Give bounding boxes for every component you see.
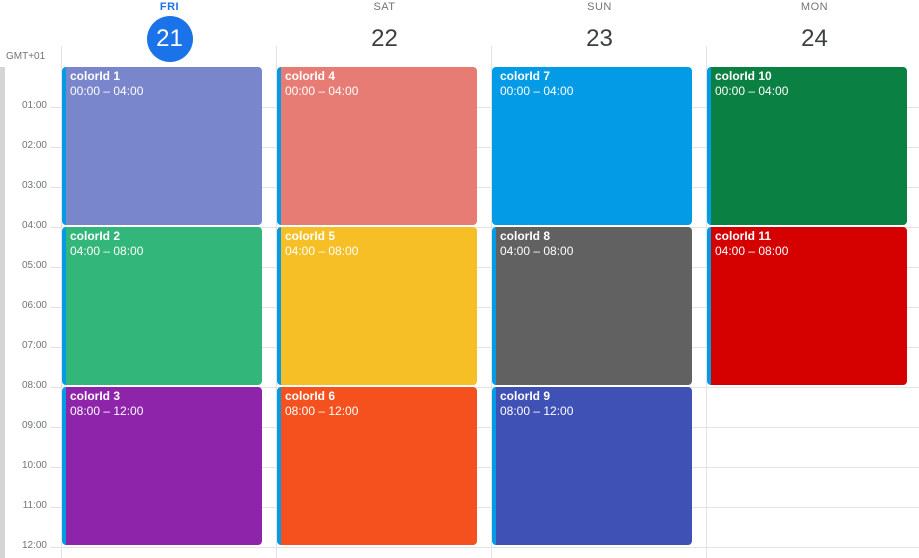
event-time: 04:00 – 08:00	[285, 244, 359, 258]
day-header-sat[interactable]: SAT 22	[277, 0, 492, 66]
column-divider	[61, 46, 62, 558]
hour-gridline	[50, 227, 919, 228]
event-time: 00:00 – 04:00	[715, 84, 789, 98]
event-title: colorId 10	[715, 69, 772, 83]
day-header-mon[interactable]: MON 24	[707, 0, 919, 66]
event-title: colorId 2	[70, 229, 121, 243]
day-header-sun[interactable]: SUN 23	[492, 0, 707, 66]
event-colorid-6[interactable]: colorId 6 08:00 – 12:00	[277, 387, 477, 545]
day-name: SUN	[587, 1, 612, 13]
event-title: colorId 3	[70, 389, 121, 403]
event-time: 00:00 – 04:00	[500, 84, 574, 98]
today-date-circle[interactable]: 21	[146, 16, 193, 62]
event-title: colorId 6	[285, 389, 336, 403]
event-title: colorId 11	[715, 229, 772, 243]
event-time: 04:00 – 08:00	[70, 244, 144, 258]
hour-gridline	[50, 267, 919, 268]
event-colorid-8[interactable]: colorId 8 04:00 – 08:00	[492, 227, 692, 385]
day-name: SAT	[373, 1, 396, 13]
time-label: 05:00	[21, 260, 47, 271]
column-divider	[706, 46, 707, 558]
time-label: 08:00	[21, 380, 47, 391]
timezone-label: GMT+01	[6, 51, 46, 62]
hour-gridline	[50, 307, 919, 308]
event-time: 08:00 – 12:00	[500, 404, 574, 418]
day-header-fri[interactable]: FRI 21	[62, 0, 277, 66]
time-label: 01:00	[21, 100, 47, 111]
time-label: 11:00	[22, 500, 47, 511]
event-colorid-3[interactable]: colorId 3 08:00 – 12:00	[62, 387, 262, 545]
time-label: 06:00	[21, 300, 47, 311]
event-colorid-1[interactable]: colorId 1 00:00 – 04:00	[62, 67, 262, 225]
hour-gridline	[50, 147, 919, 148]
hour-gridline	[50, 107, 919, 108]
column-divider	[276, 46, 277, 558]
time-label: 10:00	[21, 460, 47, 471]
time-label: 04:00	[21, 220, 47, 231]
event-title: colorId 4	[285, 69, 336, 83]
event-colorid-7[interactable]: colorId 7 00:00 – 04:00	[492, 67, 692, 225]
day-name: MON	[800, 1, 829, 13]
column-divider	[491, 46, 492, 558]
event-time: 08:00 – 12:00	[285, 404, 359, 418]
event-colorid-11[interactable]: colorId 11 04:00 – 08:00	[707, 227, 907, 385]
hour-gridline	[50, 347, 919, 348]
event-title: colorId 8	[500, 229, 551, 243]
hour-gridline	[50, 507, 919, 508]
event-time: 00:00 – 04:00	[70, 84, 144, 98]
hour-gridline	[50, 467, 919, 468]
time-label: 07:00	[21, 340, 47, 351]
event-colorid-10[interactable]: colorId 10 00:00 – 04:00	[707, 67, 907, 225]
time-label: 12:00	[21, 540, 47, 551]
day-number[interactable]: 24	[801, 25, 828, 52]
event-title: colorId 9	[500, 389, 551, 403]
time-label: 03:00	[21, 180, 47, 191]
event-time: 04:00 – 08:00	[500, 244, 574, 258]
event-title: colorId 1	[70, 69, 121, 83]
event-title: colorId 7	[500, 69, 551, 83]
day-number[interactable]: 23	[586, 25, 613, 52]
time-label: 02:00	[21, 140, 47, 151]
event-colorid-9[interactable]: colorId 9 08:00 – 12:00	[492, 387, 692, 545]
event-time: 04:00 – 08:00	[715, 244, 789, 258]
event-title: colorId 5	[285, 229, 336, 243]
hour-gridline	[50, 387, 919, 388]
left-scroll-gutter	[0, 67, 5, 558]
hour-gridline	[50, 187, 919, 188]
event-colorid-5[interactable]: colorId 5 04:00 – 08:00	[277, 227, 477, 385]
event-time: 08:00 – 12:00	[70, 404, 144, 418]
event-colorid-4[interactable]: colorId 4 00:00 – 04:00	[277, 67, 477, 225]
hour-gridline	[50, 427, 919, 428]
hour-gridline	[50, 547, 919, 548]
time-label: 09:00	[21, 420, 47, 431]
event-colorid-2[interactable]: colorId 2 04:00 – 08:00	[62, 227, 262, 385]
day-number[interactable]: 22	[371, 25, 398, 52]
event-time: 00:00 – 04:00	[285, 84, 359, 98]
day-name: FRI	[159, 1, 180, 13]
